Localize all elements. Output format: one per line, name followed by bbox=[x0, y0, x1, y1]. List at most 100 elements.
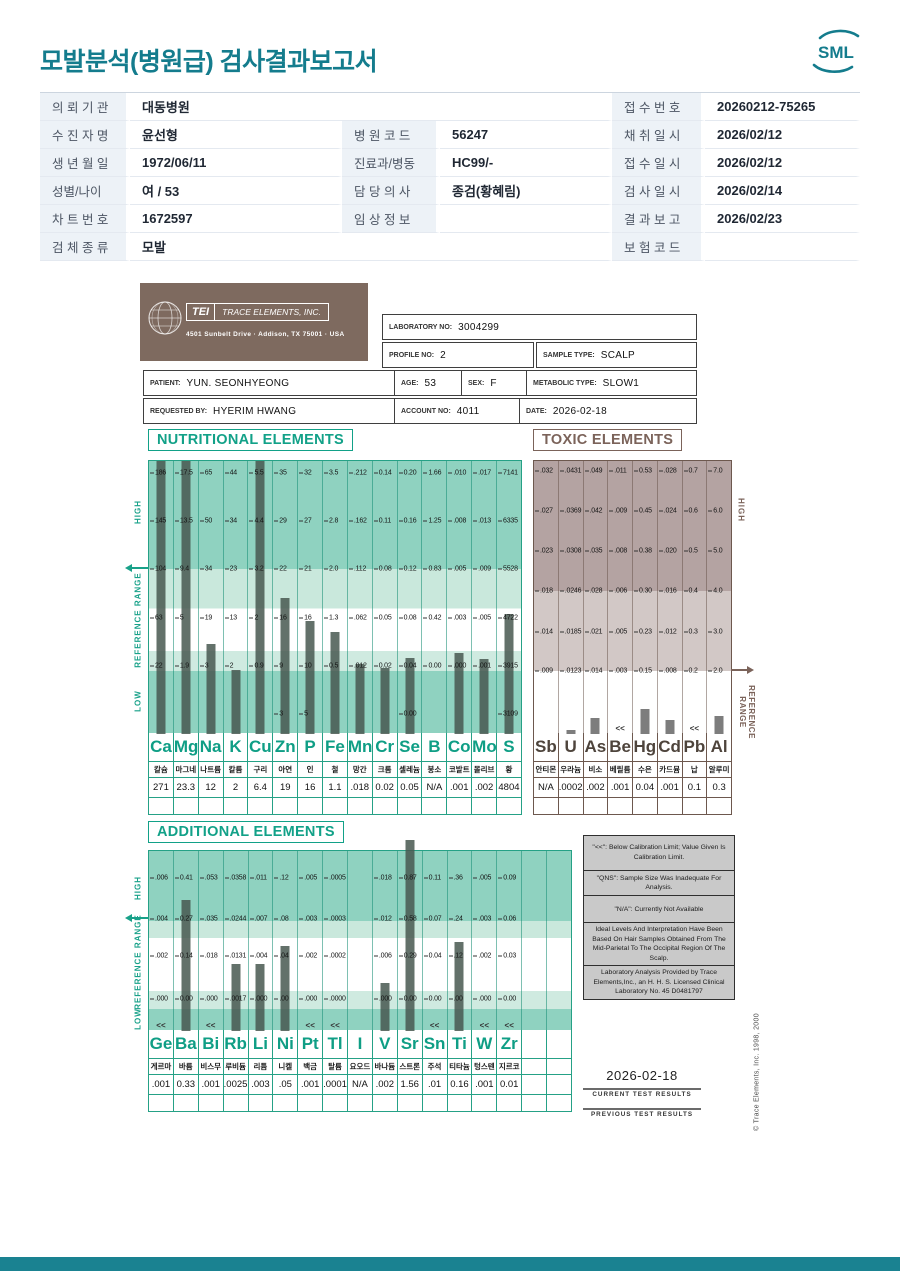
empty-cell bbox=[247, 798, 272, 814]
scale-value: 0.08 bbox=[403, 614, 417, 622]
scale-value: 0.83 bbox=[428, 565, 442, 573]
scale-tick-icon bbox=[473, 955, 478, 957]
profile-no-box: PROFILE NO: 2 bbox=[382, 342, 534, 368]
additional-reference-range-label: REFERENCE RANGE bbox=[133, 914, 143, 1010]
scale-value: .062 bbox=[353, 614, 367, 622]
element-symbol: Se bbox=[396, 733, 422, 761]
info-label: 의 뢰 기 관 bbox=[40, 93, 130, 121]
scale-tick-icon bbox=[348, 617, 353, 619]
info-label: 성별/나이 bbox=[40, 177, 130, 205]
page-title: 모발분석(병원급) 검사결과보고서 bbox=[40, 48, 378, 76]
element-korean-name bbox=[546, 1059, 571, 1074]
requested-by-label: REQUESTED BY: bbox=[150, 407, 208, 415]
scale-tick-icon bbox=[373, 955, 378, 957]
scale-row: .062 bbox=[348, 614, 372, 622]
empty-cell bbox=[172, 1095, 198, 1111]
element-bar bbox=[355, 664, 365, 734]
scale-value: .0244 bbox=[229, 915, 247, 923]
toxic-high-label: HIGH bbox=[736, 498, 746, 522]
scale-tick-icon bbox=[708, 590, 713, 592]
additional-chart-title: ADDITIONAL ELEMENTS bbox=[148, 821, 344, 843]
scale-row: .005 bbox=[473, 875, 496, 882]
scale-value: 0.07 bbox=[428, 915, 442, 923]
element-value: 1.56 bbox=[396, 1075, 422, 1094]
scale-row: .028 bbox=[584, 587, 608, 594]
scale-value: .162 bbox=[353, 517, 367, 525]
scale-row: 0.16 bbox=[398, 518, 422, 525]
element-value: 0.04 bbox=[632, 778, 657, 797]
scale-tick-icon bbox=[498, 713, 503, 715]
chart-column: .010 .008 .005 .003 .000 bbox=[446, 461, 471, 734]
scale-value: 0.5 bbox=[688, 547, 698, 555]
scale-value: 63 bbox=[155, 614, 163, 622]
scale-tick-icon bbox=[498, 918, 503, 920]
scale-row: .0002 bbox=[324, 952, 347, 959]
element-bar bbox=[255, 461, 265, 734]
element-symbol: Sb bbox=[535, 737, 557, 756]
scale-tick-icon bbox=[683, 590, 688, 592]
info-value: 2026/02/12 bbox=[705, 149, 860, 177]
scale-tick-icon bbox=[473, 617, 478, 619]
scale-row: 5.5 bbox=[249, 470, 272, 477]
scale-row: 0.05 bbox=[373, 614, 397, 621]
scale-value: 34 bbox=[204, 565, 213, 573]
scale-tick-icon bbox=[174, 998, 179, 1000]
note-text: Laboratory Analysis Provided by Trace El… bbox=[593, 969, 725, 996]
element-korean-name bbox=[521, 1059, 546, 1074]
chart-column: .005 .003 .002 .000 << bbox=[471, 851, 496, 1031]
scale-value: .009 bbox=[614, 507, 628, 515]
element-symbol: Ca bbox=[150, 737, 172, 756]
element-value: 0.3 bbox=[706, 778, 731, 797]
svg-text:SML: SML bbox=[818, 43, 854, 62]
scale-value: 32 bbox=[304, 469, 312, 477]
note-text: "QNS": Sample Size Was Inadequate For An… bbox=[584, 871, 734, 897]
info-value: HC99/- bbox=[440, 149, 612, 177]
chart-column: 0.20 0.16 0.12 0.08 0.04 0.00 bbox=[396, 461, 422, 734]
chart-row bbox=[149, 1095, 571, 1111]
scale-row: 4722 bbox=[498, 614, 521, 621]
scale-tick-icon bbox=[535, 590, 539, 592]
scale-tick-icon bbox=[174, 955, 179, 957]
scale-tick-icon bbox=[174, 568, 179, 570]
empty-cell bbox=[297, 798, 322, 814]
scale-row: 3 bbox=[199, 663, 223, 670]
scale-value: 2.8 bbox=[329, 517, 339, 525]
profile-no-label: PROFILE NO: bbox=[389, 351, 435, 359]
scale-tick-icon bbox=[249, 568, 254, 570]
footer-bar bbox=[0, 1257, 900, 1271]
scale-value: .005 bbox=[304, 874, 318, 882]
scale-tick-icon bbox=[249, 665, 254, 667]
below-limit-marker: << bbox=[615, 724, 625, 733]
scale-tick-icon bbox=[249, 877, 254, 879]
scale-value: .00 bbox=[453, 995, 463, 1003]
scale-value: .035 bbox=[204, 915, 218, 923]
scale-value: 1.3 bbox=[329, 614, 339, 622]
scale-row: 5 bbox=[299, 711, 322, 718]
scale-tick-icon bbox=[559, 670, 564, 672]
scale-tick-icon bbox=[324, 472, 329, 474]
scale-tick-icon bbox=[224, 520, 229, 522]
scale-value: .003 bbox=[478, 915, 492, 923]
element-korean-name: 아연 bbox=[272, 762, 297, 777]
element-bar bbox=[231, 964, 241, 1031]
scale-value: 16 bbox=[279, 614, 287, 622]
scale-value: .023 bbox=[540, 547, 553, 555]
scale-row: 0.00 bbox=[398, 995, 422, 1002]
scale-tick-icon bbox=[584, 470, 589, 472]
scale-row: .021 bbox=[584, 628, 608, 635]
scale-value: 186 bbox=[155, 469, 167, 477]
info-label: 접 수 번 호 bbox=[612, 93, 705, 121]
element-korean-name: 우라늄 bbox=[557, 762, 583, 777]
scale-tick-icon bbox=[448, 955, 453, 957]
scale-tick-icon bbox=[224, 665, 229, 667]
scale-row: .212 bbox=[348, 470, 372, 477]
element-symbol: Hg bbox=[632, 733, 657, 761]
scale-tick-icon bbox=[174, 617, 179, 619]
scale-value: 0.04 bbox=[428, 952, 442, 960]
info-value: 종검(황혜림) bbox=[440, 177, 612, 205]
scale-value: .0000 bbox=[329, 995, 346, 1003]
scale-row: 0.00 bbox=[423, 663, 446, 670]
note-text: "N/A": Currently Not Available bbox=[584, 896, 734, 924]
scale-row: .017 bbox=[473, 470, 496, 477]
scale-tick-icon bbox=[174, 665, 179, 667]
